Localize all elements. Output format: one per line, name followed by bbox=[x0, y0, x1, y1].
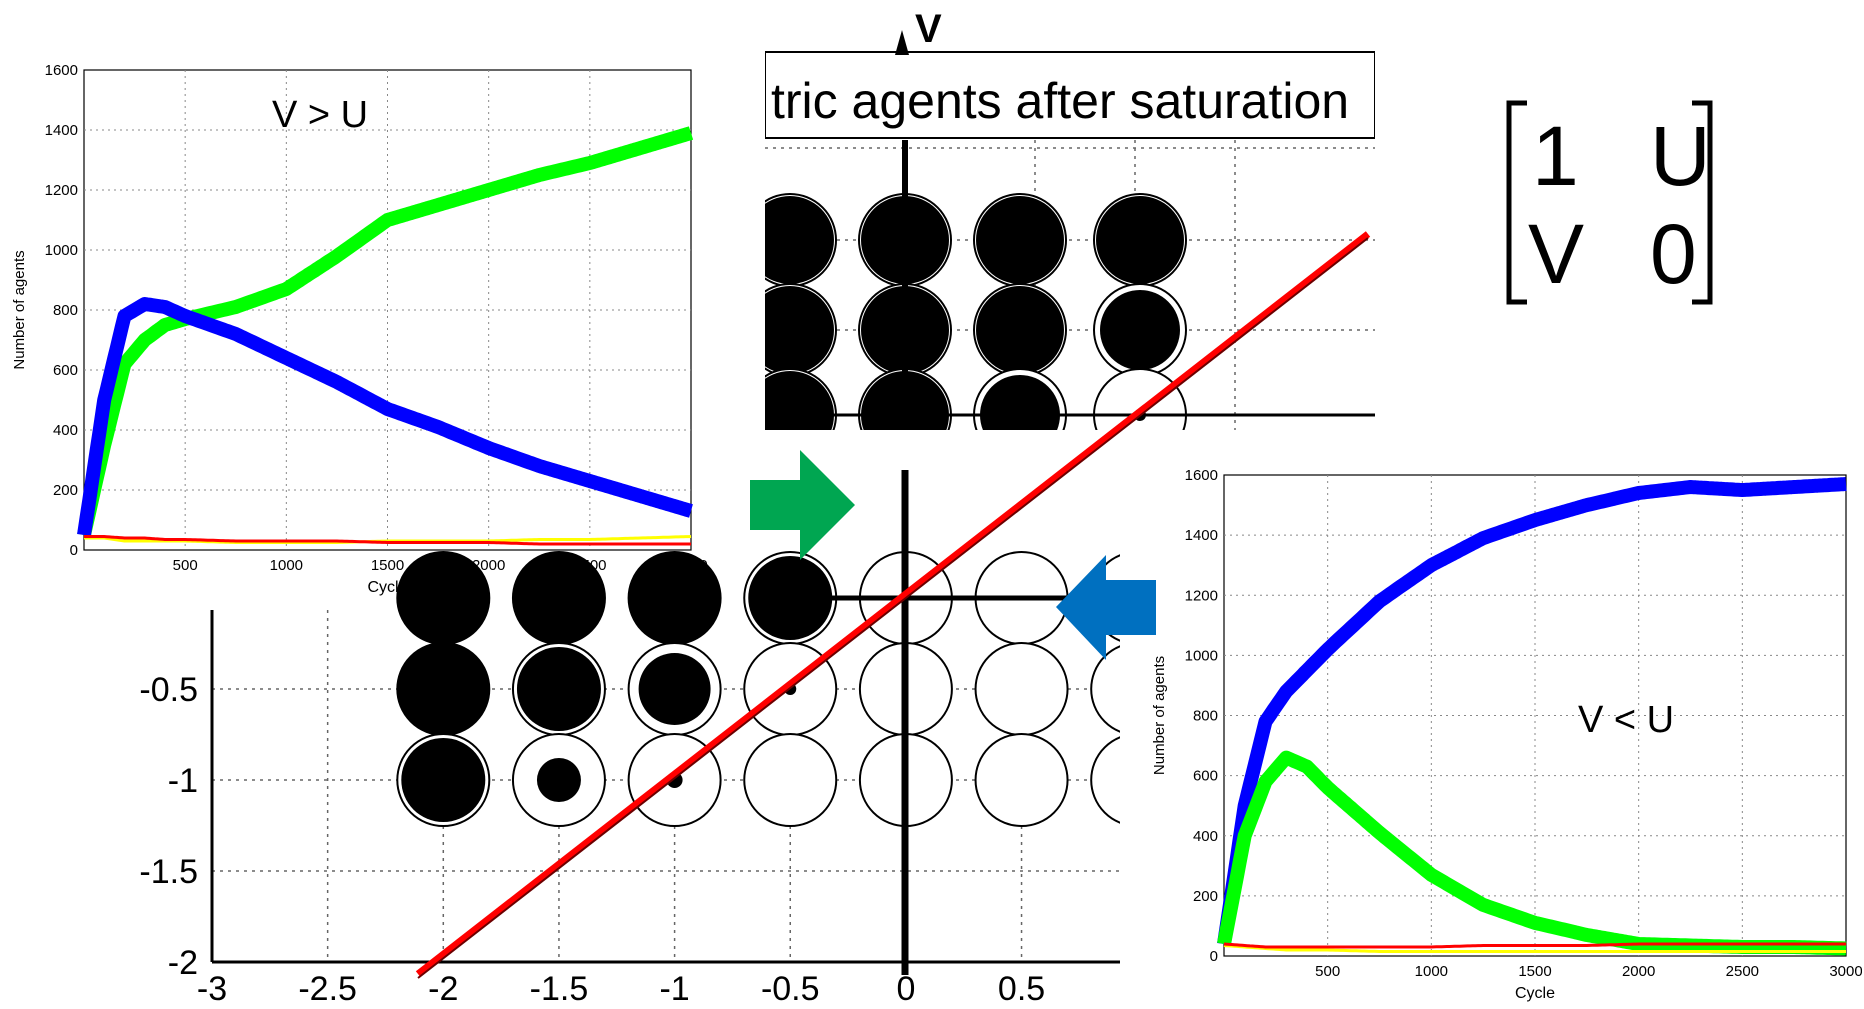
x-tick-label: 3000 bbox=[1829, 963, 1862, 980]
y-tick-label: 1200 bbox=[1185, 587, 1218, 604]
marker-fill bbox=[638, 653, 711, 725]
matrix-a12: U bbox=[1650, 109, 1711, 203]
series-line bbox=[1217, 477, 1851, 946]
x-tick-label: 1000 bbox=[270, 557, 303, 574]
heatmap-y-tick: -1 bbox=[168, 762, 198, 800]
y-tick-label: 800 bbox=[1193, 708, 1218, 725]
matrix-a22: 0 bbox=[1650, 207, 1697, 301]
x-tick-label: 2000 bbox=[1622, 963, 1655, 980]
y-tick-label: 200 bbox=[53, 482, 78, 499]
x-tick-label: 2000 bbox=[472, 557, 505, 574]
matrix-a11: 1 bbox=[1532, 109, 1579, 203]
x-tick-label: 2500 bbox=[573, 557, 606, 574]
v-axis-label: V bbox=[915, 7, 942, 51]
heatmap-x-tick: 0.5 bbox=[998, 970, 1045, 1008]
y-tick-label: 600 bbox=[1193, 768, 1218, 785]
marker-fill bbox=[748, 556, 833, 640]
heatmap-y-tick: -1.5 bbox=[139, 853, 198, 891]
heatmap-x-ticks: -3 -2.5 -2 -1.5 -1 -0.5 0 0.5 bbox=[197, 970, 1045, 1008]
marker-circle bbox=[743, 733, 838, 827]
y-tick-label: 1600 bbox=[1185, 467, 1218, 484]
heatmap-y-tick: -0.5 bbox=[139, 671, 198, 709]
y-tick-label: 600 bbox=[53, 362, 78, 379]
marker-fill bbox=[1100, 290, 1180, 370]
marker-fill bbox=[401, 738, 486, 822]
y-tick-label: 0 bbox=[70, 542, 78, 559]
y-tick-label: 1600 bbox=[45, 62, 78, 79]
y-tick-label: 1000 bbox=[45, 242, 78, 259]
y-tick-label: 800 bbox=[53, 302, 78, 319]
heatmap-upper-crop: tric agents after saturation V bbox=[765, 7, 1375, 430]
v-axis-arrow-icon bbox=[895, 30, 909, 55]
marker-fill bbox=[397, 552, 490, 644]
series-line bbox=[84, 535, 691, 546]
heatmap-y-ticks: -0.5 -1 -1.5 -2 bbox=[139, 671, 198, 982]
x-tick-label: 1500 bbox=[371, 557, 404, 574]
heatmap-x-tick: -1.5 bbox=[530, 970, 589, 1008]
marker-fill bbox=[1096, 196, 1184, 284]
y-tick-label: 1000 bbox=[1185, 647, 1218, 664]
heatmap-x-tick: -2.5 bbox=[298, 970, 357, 1008]
series-line bbox=[1223, 944, 1846, 953]
x-tick-label: 1000 bbox=[1415, 963, 1448, 980]
series-line bbox=[77, 297, 696, 537]
y-tick-label: 1400 bbox=[1185, 527, 1218, 544]
marker-fill bbox=[765, 196, 834, 284]
y-tick-label: 200 bbox=[1193, 888, 1218, 905]
chart-annotation: V < U bbox=[1578, 699, 1674, 741]
series-line bbox=[1217, 750, 1851, 956]
heatmap-title: tric agents after saturation bbox=[771, 73, 1349, 129]
x-axis-label: Cycle bbox=[367, 579, 407, 596]
marker-fill bbox=[516, 647, 601, 731]
marker-fill bbox=[976, 196, 1064, 284]
y-axis-label: Number of agents bbox=[1151, 656, 1168, 775]
chart-v-gt-u: 500 1000 1500 2000 2500 3000 0 200 400 600 800 1000… bbox=[11, 62, 708, 596]
marker-fill bbox=[976, 286, 1064, 374]
heatmap-x-tick: -1 bbox=[659, 970, 689, 1008]
marker-fill bbox=[536, 758, 581, 802]
marker-fill bbox=[512, 552, 605, 644]
marker-circle bbox=[1090, 736, 1120, 824]
marker-circle bbox=[974, 733, 1069, 827]
chart-annotation: V > U bbox=[272, 94, 368, 136]
green-arrow-icon bbox=[750, 450, 855, 560]
heatmap-y-tick: -2 bbox=[168, 944, 198, 982]
y-tick-label: 0 bbox=[1210, 948, 1218, 965]
x-axis-label: Cycle bbox=[1515, 985, 1555, 1002]
y-tick-label: 400 bbox=[1193, 828, 1218, 845]
matrix-right-bracket bbox=[1692, 100, 1713, 305]
y-tick-label: 1400 bbox=[45, 122, 78, 139]
series-line bbox=[1223, 942, 1846, 949]
heatmap-title-box bbox=[765, 51, 1375, 139]
heatmap-x-tick: -2 bbox=[428, 970, 458, 1008]
x-tick-label: 500 bbox=[173, 557, 198, 574]
heatmap-x-tick: 0 bbox=[896, 970, 915, 1008]
marker-fill bbox=[397, 643, 490, 735]
blue-arrow-icon bbox=[1056, 555, 1156, 660]
matrix-a21: V bbox=[1528, 207, 1585, 301]
x-tick-label: 1500 bbox=[1518, 963, 1551, 980]
y-axis-label: Number of agents bbox=[11, 250, 28, 369]
heatmap-x-tick: -0.5 bbox=[761, 970, 820, 1008]
payoff-matrix: 1 U V 0 bbox=[1490, 100, 1730, 310]
y-tick-label: 400 bbox=[53, 422, 78, 439]
x-tick-label: 2500 bbox=[1726, 963, 1759, 980]
x-tick-label: 500 bbox=[1315, 963, 1340, 980]
chart-v-lt-u: 500 1000 1500 2000 2500 3000 0 200 400 600 800 1000… bbox=[1151, 467, 1862, 1002]
matrix-left-bracket bbox=[1506, 100, 1527, 305]
x-tick-label: 3000 bbox=[674, 557, 707, 574]
marker-fill bbox=[628, 552, 721, 644]
y-tick-label: 1200 bbox=[45, 182, 78, 199]
marker-circle bbox=[1090, 645, 1120, 733]
heatmap-x-tick: -3 bbox=[197, 970, 227, 1008]
marker-fill bbox=[765, 286, 834, 374]
